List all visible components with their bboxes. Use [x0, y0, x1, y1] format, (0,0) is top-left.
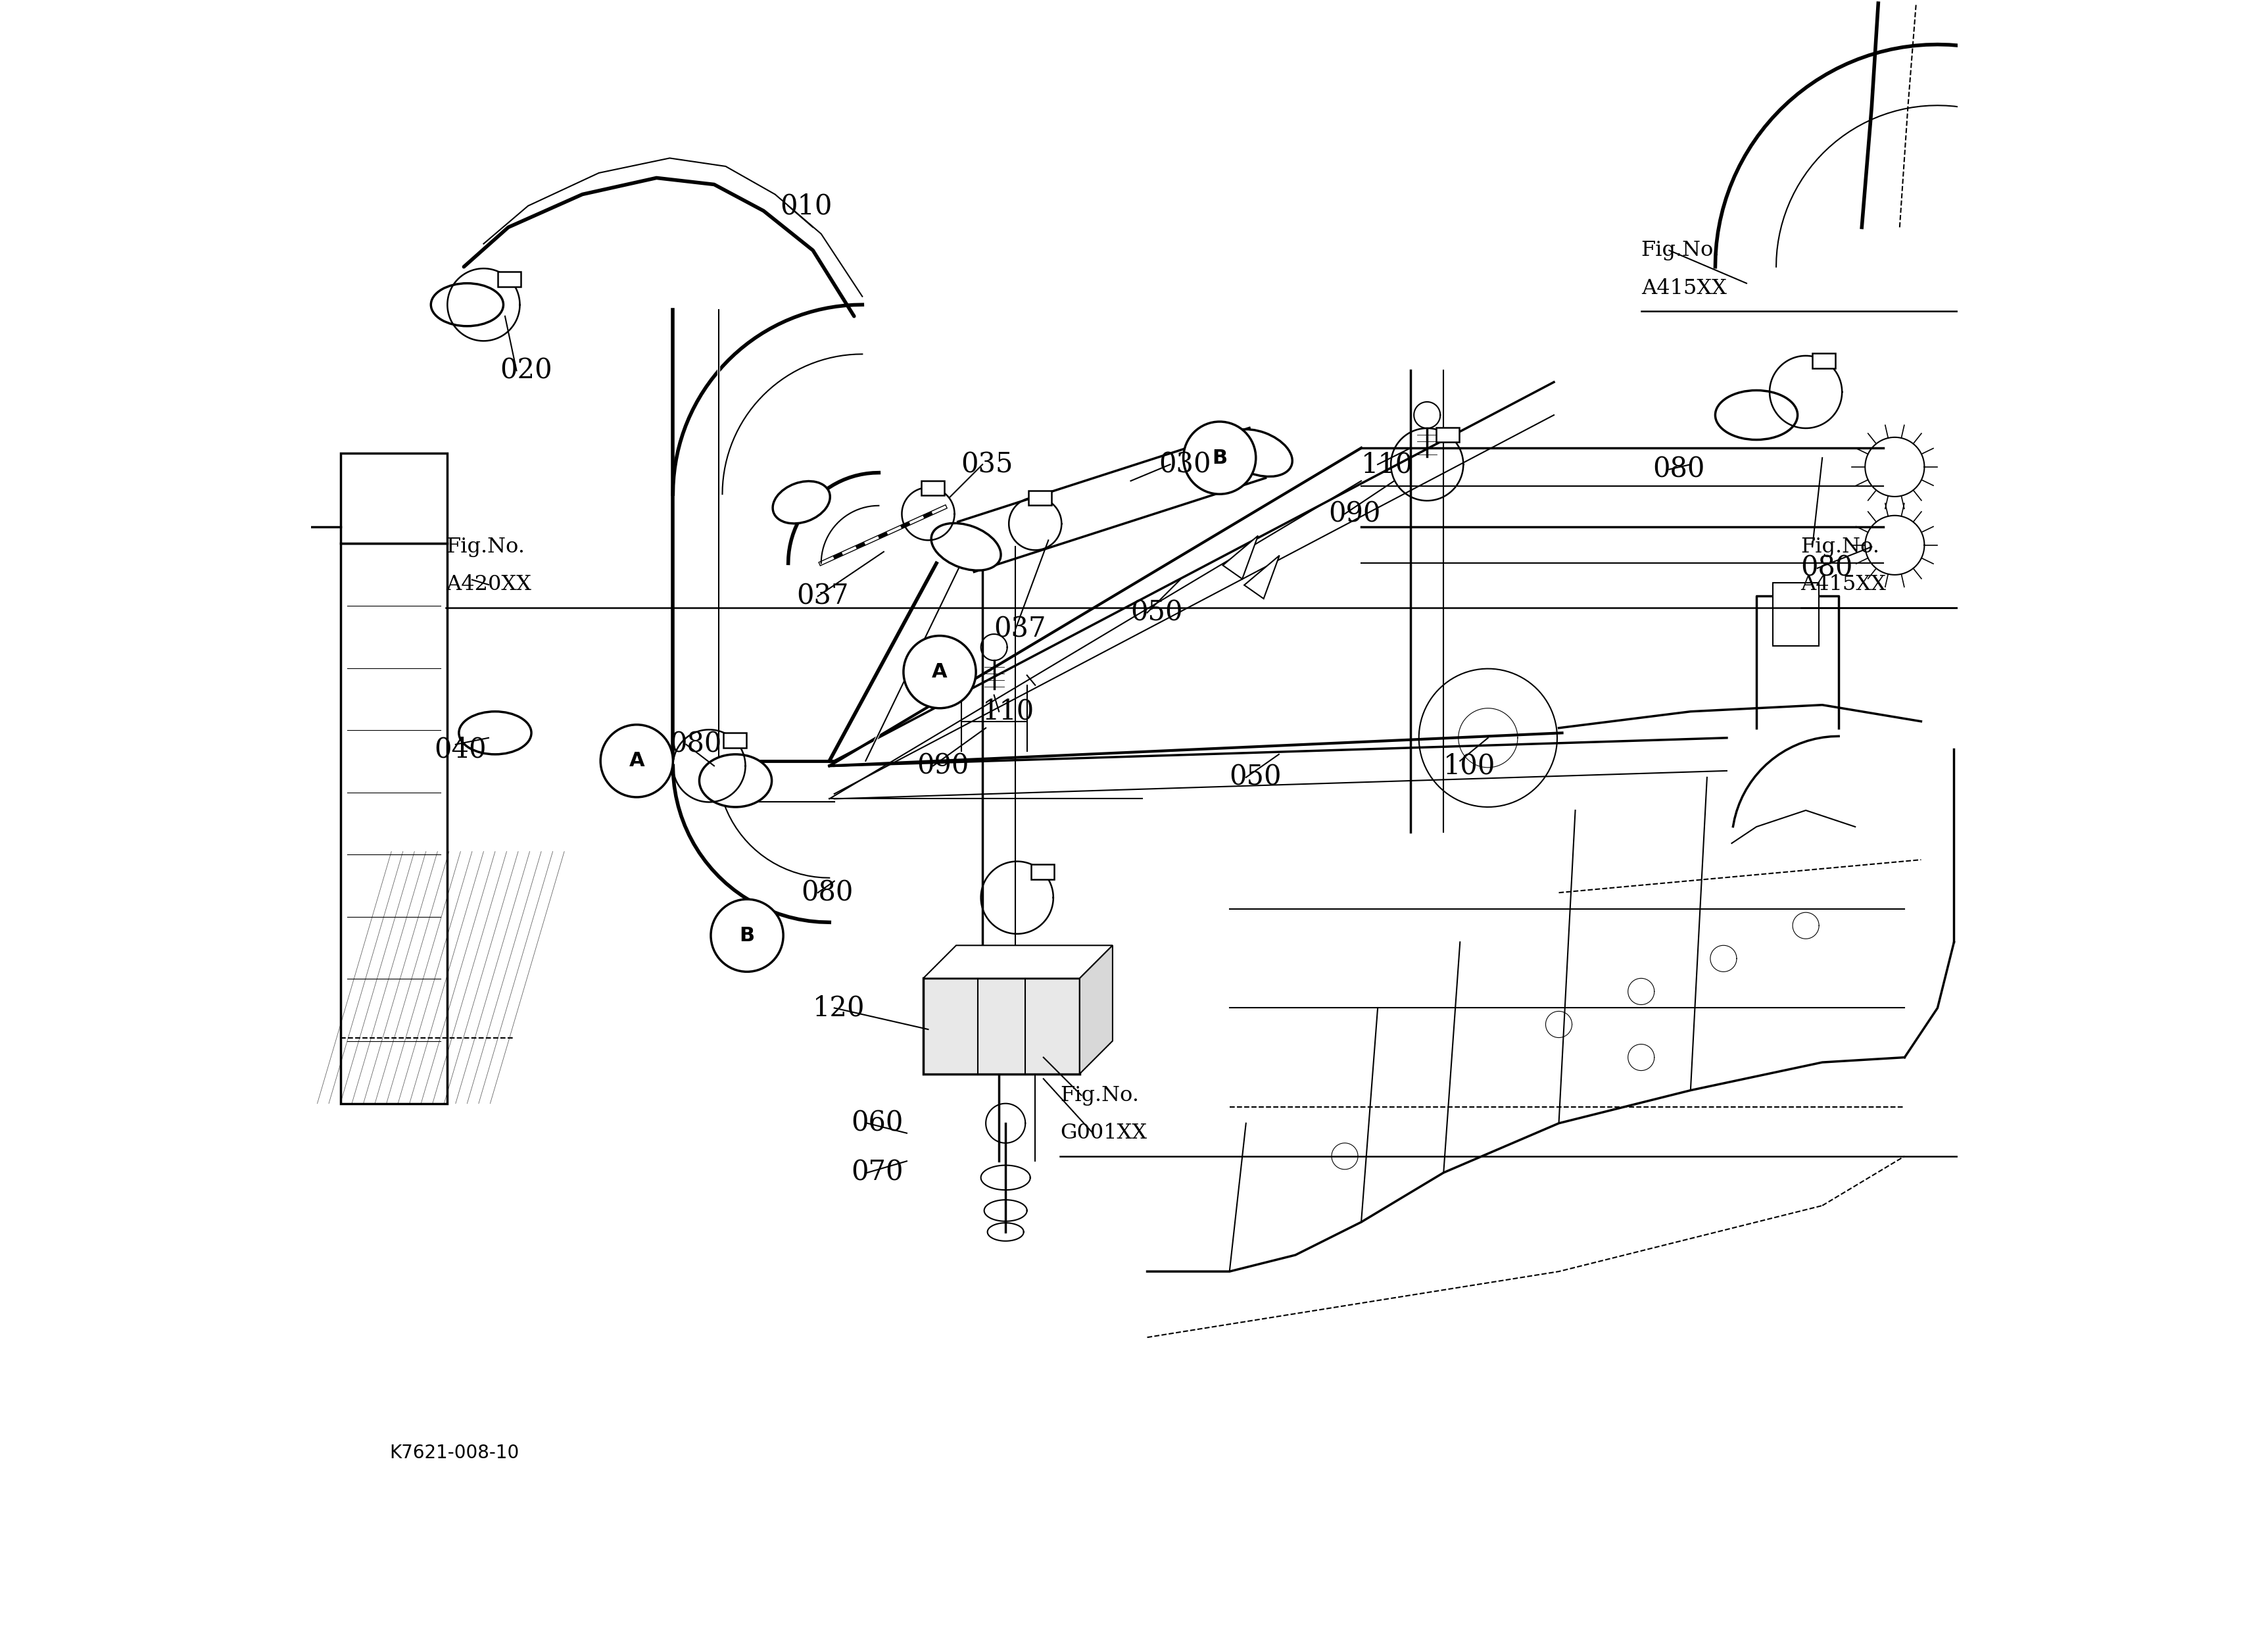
Text: A: A	[628, 751, 644, 771]
Text: 050: 050	[1229, 764, 1281, 791]
Polygon shape	[923, 945, 1114, 978]
Text: A: A	[932, 662, 948, 682]
Text: 090: 090	[1329, 501, 1381, 527]
Text: 080: 080	[1653, 456, 1706, 483]
Bar	[1032, 865, 1055, 879]
Circle shape	[1184, 422, 1256, 494]
Text: Fig.No.: Fig.No.	[1801, 537, 1880, 557]
Text: 040: 040	[433, 736, 485, 763]
Text: Fig.No.: Fig.No.	[447, 537, 524, 557]
Bar	[1774, 583, 1819, 646]
Text: G001XX: G001XX	[1059, 1123, 1148, 1143]
Text: 037: 037	[796, 583, 848, 609]
Ellipse shape	[773, 481, 830, 524]
Bar	[340, 453, 447, 544]
Polygon shape	[1080, 945, 1114, 1074]
Text: 050: 050	[1132, 600, 1184, 626]
Bar	[1436, 427, 1458, 441]
Bar	[921, 481, 943, 496]
Ellipse shape	[458, 712, 531, 754]
Text: 035: 035	[962, 451, 1014, 478]
Text: Fig.No.: Fig.No.	[1642, 240, 1719, 260]
Polygon shape	[1222, 535, 1259, 580]
Text: A415XX: A415XX	[1642, 278, 1726, 298]
Text: B: B	[1211, 448, 1227, 468]
Text: 090: 090	[916, 753, 968, 779]
Text: A420XX: A420XX	[447, 575, 531, 595]
Bar	[497, 272, 522, 287]
Circle shape	[710, 899, 782, 972]
Text: 010: 010	[780, 193, 832, 219]
Circle shape	[903, 636, 975, 708]
Ellipse shape	[1715, 390, 1799, 440]
Bar	[1812, 352, 1835, 367]
Polygon shape	[1245, 555, 1279, 600]
Text: A415XX: A415XX	[1801, 575, 1887, 595]
Circle shape	[601, 725, 674, 797]
Text: 070: 070	[850, 1159, 903, 1186]
Bar	[340, 544, 447, 1103]
Text: 037: 037	[993, 616, 1046, 642]
Bar	[923, 978, 1080, 1074]
Text: Fig.No.: Fig.No.	[1059, 1085, 1139, 1105]
Text: 110: 110	[1361, 451, 1413, 478]
Ellipse shape	[1222, 430, 1293, 476]
Ellipse shape	[987, 955, 1048, 995]
Text: 110: 110	[982, 698, 1034, 725]
Text: 020: 020	[499, 357, 553, 384]
Ellipse shape	[431, 283, 503, 326]
Text: 120: 120	[812, 995, 864, 1021]
Text: 100: 100	[1442, 753, 1497, 779]
Text: 060: 060	[850, 1110, 903, 1136]
Ellipse shape	[932, 524, 1000, 570]
Bar	[723, 733, 746, 748]
Ellipse shape	[699, 754, 771, 807]
Text: B: B	[739, 926, 755, 945]
Text: 080: 080	[669, 731, 721, 758]
Text: 080: 080	[801, 879, 853, 906]
Text: 080: 080	[1801, 555, 1853, 581]
Text: K7621-008-10: K7621-008-10	[390, 1443, 519, 1463]
Text: 030: 030	[1159, 451, 1211, 478]
Bar	[1027, 491, 1052, 506]
